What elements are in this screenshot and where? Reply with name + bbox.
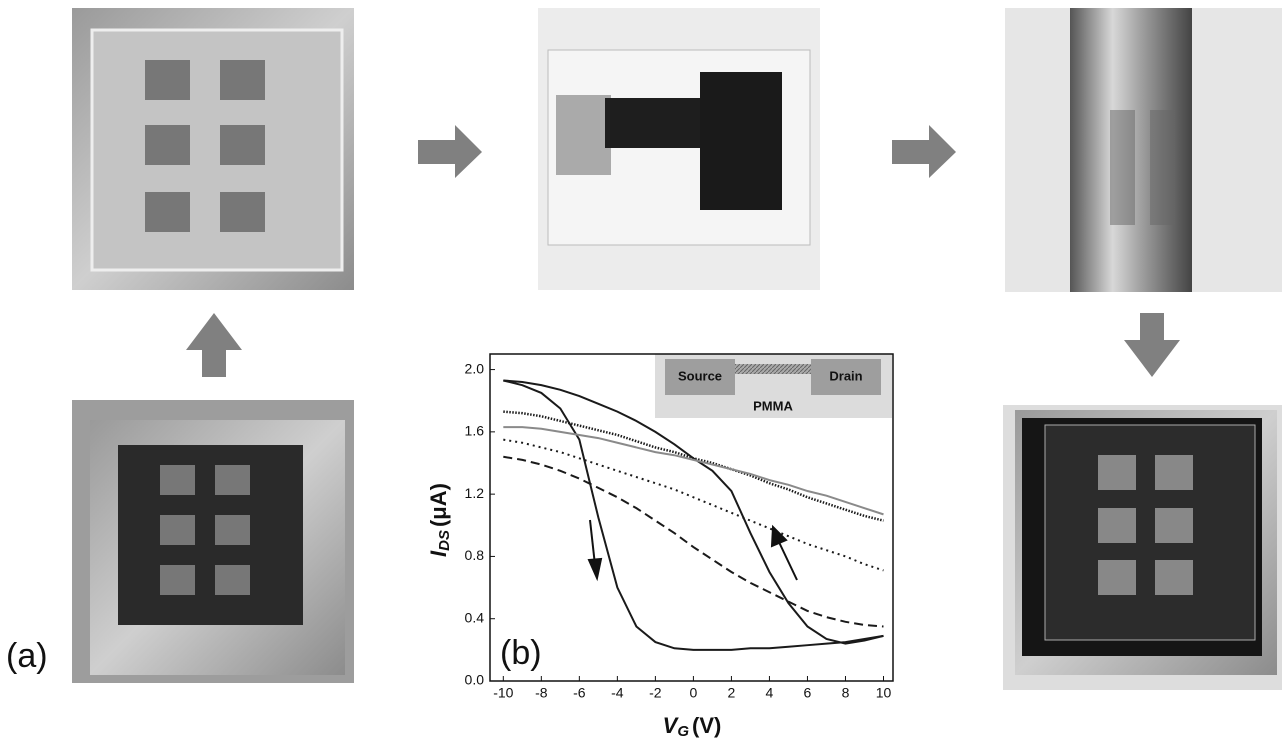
y-tick-label: 2.0: [465, 360, 485, 376]
panel-label: (a): [6, 637, 48, 675]
x-tick-label: 0: [690, 685, 698, 701]
inset-label: Source: [678, 368, 722, 383]
x-tick-label: -2: [649, 685, 662, 701]
photo-bottom-right: [1003, 405, 1282, 690]
inset-label: Drain: [829, 368, 862, 383]
photo-top-left: [72, 8, 354, 290]
x-tick-label: 8: [842, 685, 850, 701]
y-tick-label: 0.0: [465, 672, 485, 688]
x-axis-unit: (V): [692, 713, 721, 738]
y-axis-title: IDS(μA): [426, 483, 453, 557]
y-axis-subscript: DS: [436, 530, 453, 551]
inset-label: PMMA: [753, 398, 793, 413]
photo-bottom-left: [72, 400, 354, 683]
photo-top-middle: [538, 8, 820, 290]
inset: Source Drain PMMA: [655, 354, 892, 418]
x-axis-subscript: G: [677, 723, 689, 740]
x-tick-label: 6: [804, 685, 812, 701]
x-tick-label: -8: [535, 685, 548, 701]
x-tick-label: 2: [728, 685, 736, 701]
y-tick-label: 0.4: [465, 609, 485, 625]
y-tick-label: 1.6: [465, 423, 485, 439]
x-tick-label: 4: [766, 685, 774, 701]
data-line: [503, 412, 883, 521]
y-axis-unit: (μA): [426, 483, 451, 527]
y-tick-label: 0.8: [465, 547, 485, 563]
figure: (a) (b) Source Drain PMMA IDS(μA) VG(V) …: [0, 0, 1282, 743]
panel-label: (b): [500, 634, 542, 672]
sweep-arrows: [589, 520, 797, 580]
data-line: [503, 457, 883, 627]
x-tick-label: -10: [493, 685, 513, 701]
y-tick-label: 1.2: [465, 485, 485, 501]
x-tick-label: 10: [876, 685, 892, 701]
photo-top-right: [1005, 8, 1282, 292]
x-tick-label: -6: [573, 685, 586, 701]
x-axis-title: VG(V): [663, 713, 722, 740]
x-tick-label: -4: [611, 685, 624, 701]
